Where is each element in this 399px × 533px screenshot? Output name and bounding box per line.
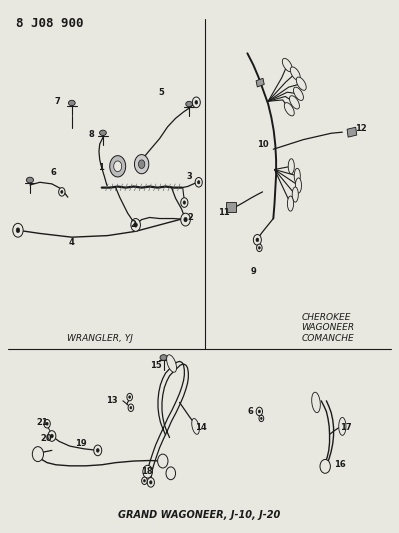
Text: 6: 6 xyxy=(51,168,56,177)
Text: 3: 3 xyxy=(187,173,192,181)
Circle shape xyxy=(257,244,262,252)
Circle shape xyxy=(198,181,200,184)
Text: 5: 5 xyxy=(159,88,164,97)
Circle shape xyxy=(127,393,132,401)
Text: WRANGLER, YJ: WRANGLER, YJ xyxy=(67,334,133,343)
Text: 12: 12 xyxy=(355,125,367,133)
Text: 7: 7 xyxy=(54,97,60,106)
Text: 2: 2 xyxy=(187,213,193,222)
Circle shape xyxy=(61,190,63,193)
Circle shape xyxy=(130,407,132,409)
Polygon shape xyxy=(290,96,299,109)
Circle shape xyxy=(144,480,145,482)
Text: 11: 11 xyxy=(217,208,229,216)
Text: CHEROKEE
WAGONEER
COMANCHE: CHEROKEE WAGONEER COMANCHE xyxy=(301,313,354,343)
Text: 8 J08 900: 8 J08 900 xyxy=(16,17,83,30)
Text: 8: 8 xyxy=(89,130,95,139)
Polygon shape xyxy=(284,103,294,116)
Circle shape xyxy=(256,407,263,416)
Circle shape xyxy=(259,415,264,422)
Polygon shape xyxy=(26,177,34,183)
Text: 1: 1 xyxy=(99,163,104,172)
Text: 18: 18 xyxy=(141,467,153,476)
Circle shape xyxy=(129,396,130,398)
Circle shape xyxy=(259,247,260,249)
Circle shape xyxy=(94,445,102,456)
Polygon shape xyxy=(294,168,300,183)
Text: 4: 4 xyxy=(69,238,74,247)
Circle shape xyxy=(184,217,187,222)
Circle shape xyxy=(320,459,330,473)
Circle shape xyxy=(195,177,202,187)
Polygon shape xyxy=(69,100,75,106)
Polygon shape xyxy=(312,392,320,413)
Circle shape xyxy=(13,223,23,237)
Circle shape xyxy=(142,477,147,484)
Polygon shape xyxy=(100,130,106,135)
Polygon shape xyxy=(160,354,167,360)
Circle shape xyxy=(195,100,198,104)
Circle shape xyxy=(253,235,261,245)
Polygon shape xyxy=(134,155,149,174)
Text: 21: 21 xyxy=(36,418,48,426)
Text: 16: 16 xyxy=(334,461,346,469)
Polygon shape xyxy=(192,418,200,434)
Polygon shape xyxy=(167,355,176,372)
Circle shape xyxy=(32,447,43,462)
Polygon shape xyxy=(296,77,306,90)
Polygon shape xyxy=(110,156,126,177)
Polygon shape xyxy=(347,127,357,137)
Polygon shape xyxy=(292,187,298,202)
Circle shape xyxy=(48,431,56,441)
Text: 10: 10 xyxy=(257,141,269,149)
Text: 15: 15 xyxy=(150,361,162,370)
Polygon shape xyxy=(294,87,303,100)
Text: 20: 20 xyxy=(40,434,52,442)
Circle shape xyxy=(46,422,48,425)
Circle shape xyxy=(96,449,99,452)
Circle shape xyxy=(258,410,261,413)
Text: 17: 17 xyxy=(340,423,352,432)
Circle shape xyxy=(128,404,134,411)
Circle shape xyxy=(44,419,50,428)
Polygon shape xyxy=(290,67,300,80)
Circle shape xyxy=(181,198,188,207)
Circle shape xyxy=(131,219,140,231)
Polygon shape xyxy=(339,417,346,435)
Polygon shape xyxy=(226,202,235,212)
Text: 2: 2 xyxy=(130,220,136,229)
Circle shape xyxy=(143,465,152,478)
Circle shape xyxy=(256,238,259,241)
Circle shape xyxy=(166,467,176,480)
Polygon shape xyxy=(282,59,292,71)
Polygon shape xyxy=(138,160,145,168)
Polygon shape xyxy=(288,159,294,174)
Circle shape xyxy=(134,223,137,227)
Circle shape xyxy=(261,417,262,419)
Polygon shape xyxy=(186,101,192,107)
Text: 9: 9 xyxy=(251,268,256,276)
Circle shape xyxy=(158,454,168,468)
Polygon shape xyxy=(256,78,264,87)
Polygon shape xyxy=(287,196,294,211)
Text: 14: 14 xyxy=(195,423,207,432)
Circle shape xyxy=(183,201,186,204)
Circle shape xyxy=(147,478,154,487)
Circle shape xyxy=(181,213,190,226)
Circle shape xyxy=(192,97,200,108)
Circle shape xyxy=(50,434,53,438)
Text: 19: 19 xyxy=(75,439,87,448)
Text: GRAND WAGONEER, J-10, J-20: GRAND WAGONEER, J-10, J-20 xyxy=(119,510,280,520)
Text: 13: 13 xyxy=(106,397,118,405)
Circle shape xyxy=(150,481,152,484)
Polygon shape xyxy=(295,178,302,193)
Polygon shape xyxy=(114,161,122,172)
Text: 6: 6 xyxy=(247,407,253,416)
Circle shape xyxy=(16,228,20,233)
Circle shape xyxy=(59,188,65,196)
